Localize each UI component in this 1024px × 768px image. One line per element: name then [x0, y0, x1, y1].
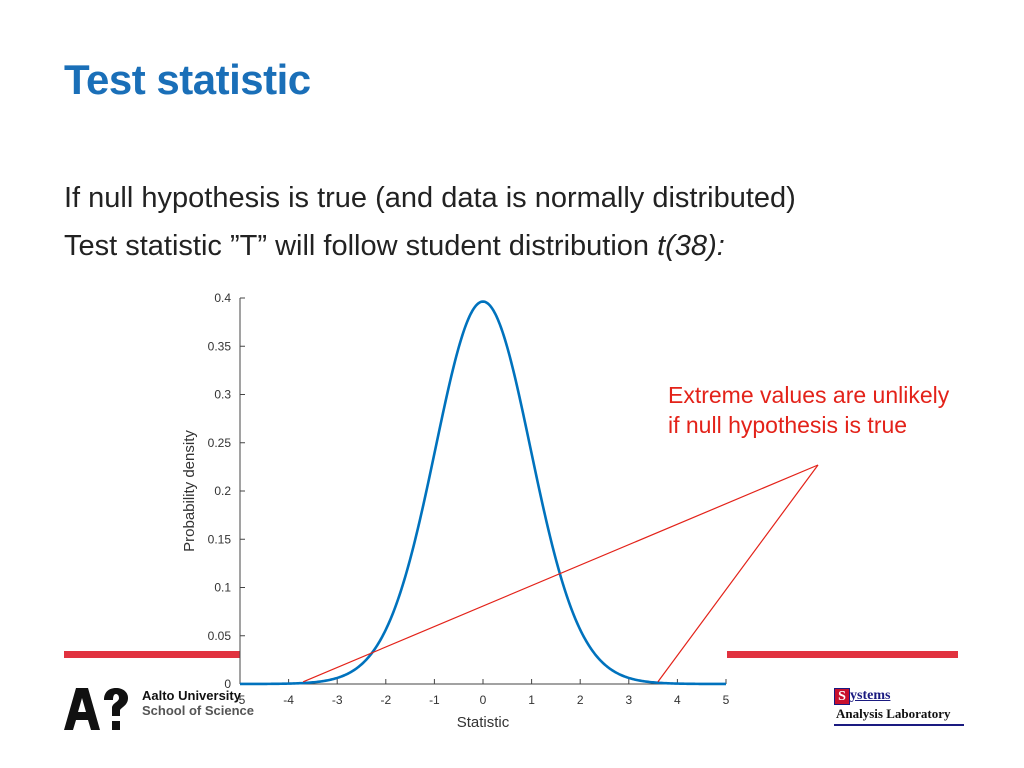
x-axis-label: Statistic [457, 714, 510, 731]
density-curve [239, 300, 727, 686]
x-tick-label: 2 [577, 693, 584, 707]
y-tick-label: 0.1 [214, 581, 231, 595]
annotation-arrows [302, 464, 819, 683]
annotation-line-1: Extreme values are unlikely [668, 382, 950, 408]
y-tick-label: 0.3 [214, 388, 231, 402]
x-tick-label: 0 [480, 693, 487, 707]
slide-title: Test statistic [64, 56, 311, 103]
x-tick-label: -2 [380, 693, 391, 707]
x-tick-label: -3 [332, 693, 343, 707]
x-tick-label: 3 [625, 693, 632, 707]
x-tick-label: -1 [429, 693, 440, 707]
school-name: School of Science [142, 703, 254, 718]
lab-ystems: ystems [850, 688, 891, 703]
university-name: Aalto University [142, 688, 241, 703]
annotation-line-2: if null hypothesis is true [668, 412, 908, 438]
body-text-line-2: Test statistic ”T” will follow student d… [64, 230, 725, 263]
body-text-line-2-main: Test statistic ”T” will follow student d… [64, 230, 658, 262]
annotation-pointer-right [657, 464, 819, 683]
y-tick-label: 0.4 [214, 291, 231, 305]
y-tick-label: 0.05 [208, 629, 232, 643]
body-text-line-1: If null hypothesis is true (and data is … [64, 182, 796, 214]
lab-analysis: Analysis Laboratory [836, 706, 951, 721]
y-tick-label: 0.35 [208, 339, 232, 353]
y-axis-label: Probability density [181, 430, 198, 552]
x-tick-label: -4 [283, 693, 294, 707]
lab-underline [834, 724, 964, 726]
x-tick-label: 5 [723, 693, 730, 707]
y-tick-label: 0 [224, 677, 231, 691]
y-tick-label: 0.15 [208, 532, 232, 546]
lab-s-box: S [834, 688, 850, 705]
y-tick-label: 0.25 [208, 436, 232, 450]
systems-analysis-lab-logo: S ystems Analysis Laboratory [834, 688, 969, 730]
x-tick-label: 1 [528, 693, 535, 707]
x-tick-label: -5 [235, 693, 246, 707]
x-tick-label: 4 [674, 693, 681, 707]
aalto-logo-icon [64, 688, 128, 730]
curve-layer [239, 300, 727, 686]
chart-axes: -5 -4 -3 -2 -1 0 1 2 3 4 5 0 0.05 0.1 0.15 0.2 0.25 0.3 0.… [181, 291, 730, 731]
annotation-pointer-left [302, 464, 819, 683]
aalto-wordmark: Aalto University School of Science [142, 688, 254, 718]
y-tick-label: 0.2 [214, 484, 231, 498]
distribution-label: t(38): [657, 230, 725, 262]
accent-bar-right [727, 651, 958, 658]
annotation-text: Extreme values are unlikely if null hypo… [668, 380, 949, 440]
accent-bar-left [64, 651, 240, 658]
